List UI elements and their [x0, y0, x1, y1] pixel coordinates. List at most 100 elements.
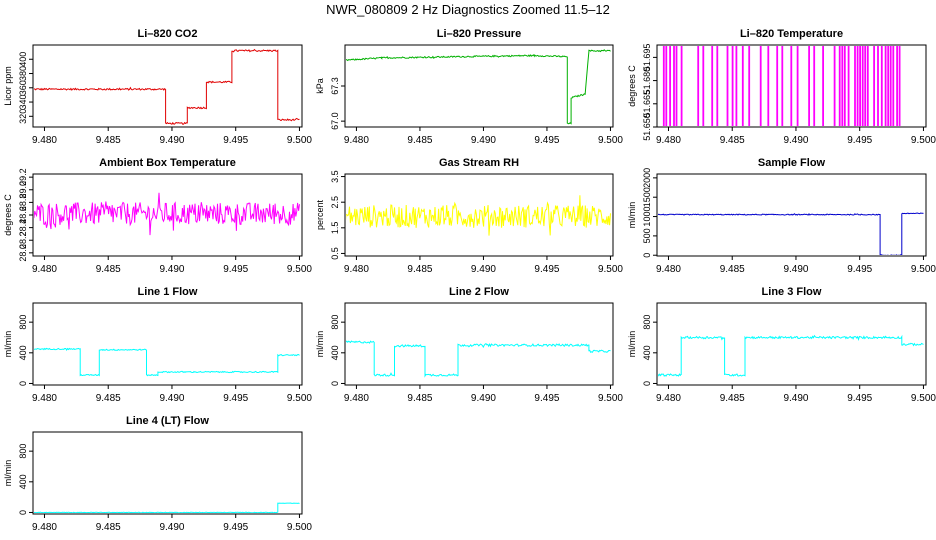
x-tick-label: 9.500	[598, 135, 623, 146]
y-tick-label: 29.2	[18, 168, 28, 186]
x-tick-label: 9.495	[534, 135, 559, 146]
chart-title: Gas Stream RH	[439, 157, 519, 169]
x-tick-label: 9.480	[32, 264, 57, 275]
chart-panel-6: Sample Flow 9.480 9.485 9.490 9.495 9.500 0 500…	[627, 157, 936, 275]
y-tick-label: 360	[18, 80, 28, 95]
chart-panel-9: Line 3 Flow 9.480 9.485 9.490 9.495 9.500 0 400…	[627, 286, 936, 404]
y-tick-label: 67.3	[330, 77, 340, 95]
series-line	[34, 192, 300, 236]
chart-panel-5: Gas Stream RH 9.480 9.485 9.490 9.495 9.500 0.…	[315, 157, 623, 275]
chart-panel-2: Li–820 Pressure 9.480 9.485 9.490 9.495 9.500…	[315, 28, 623, 146]
y-tick-label: 0	[18, 510, 28, 515]
series-line	[34, 48, 300, 125]
chart-title: Li–820 CO2	[138, 28, 198, 40]
y-tick-label: 380	[18, 66, 28, 81]
y-tick-label: 800	[18, 315, 28, 330]
x-tick-label: 9.485	[720, 264, 745, 275]
x-tick-label: 9.490	[783, 135, 808, 146]
x-tick-label: 9.490	[471, 264, 496, 275]
x-tick-label: 9.490	[783, 264, 808, 275]
x-tick-label: 9.480	[344, 135, 369, 146]
y-tick-label: 29.0	[18, 181, 28, 199]
series-line	[658, 212, 924, 255]
chart-panel-7: Line 1 Flow 9.480 9.485 9.490 9.495 9.500 0 400…	[3, 286, 312, 404]
series-line	[346, 340, 611, 378]
series-line	[34, 502, 300, 513]
chart-title: Line 3 Flow	[762, 286, 822, 298]
chart-title: Line 4 (LT) Flow	[126, 415, 209, 427]
chart-title: Line 1 Flow	[138, 286, 198, 298]
x-tick-label: 9.485	[720, 393, 745, 404]
chart-title: Li–820 Pressure	[437, 28, 521, 40]
x-tick-label: 9.485	[720, 135, 745, 146]
y-axis-label: ml/min	[627, 331, 637, 358]
plot-frame	[656, 44, 927, 128]
chart-title: Li–820 Temperature	[740, 28, 843, 40]
chart-panel-3: Li–820 Temperature 9.480 9.485 9.490 9.495 9.…	[627, 28, 936, 146]
series-line	[662, 46, 901, 126]
x-tick-label: 9.485	[407, 264, 432, 275]
y-tick-label: 3.5	[330, 170, 340, 183]
x-tick-label: 9.495	[534, 393, 559, 404]
chart-title: Line 2 Flow	[449, 286, 509, 298]
series-line	[346, 49, 611, 125]
x-tick-label: 9.495	[223, 264, 248, 275]
plot-frame	[32, 431, 303, 515]
y-tick-label: 28.0	[18, 244, 28, 262]
plot-frame	[32, 44, 303, 128]
x-tick-label: 9.490	[159, 264, 184, 275]
x-tick-label: 9.500	[911, 135, 936, 146]
chart-title: Sample Flow	[758, 157, 826, 169]
chart-title: Ambient Box Temperature	[99, 157, 236, 169]
x-tick-label: 9.480	[656, 264, 681, 275]
plot-frame	[656, 302, 927, 386]
series-line	[658, 334, 924, 377]
y-axis-label: ml/min	[3, 331, 13, 358]
y-tick-label: 2000	[642, 168, 652, 188]
x-tick-label: 9.500	[911, 393, 936, 404]
y-tick-label: 0	[642, 253, 652, 258]
x-tick-label: 9.490	[783, 393, 808, 404]
y-tick-label: 1.5	[330, 222, 340, 235]
plot-frame	[32, 302, 303, 386]
chart-panel-8: Line 2 Flow 9.480 9.485 9.490 9.495 9.500 0 400…	[315, 286, 623, 404]
y-tick-label: 400	[18, 52, 28, 67]
x-tick-label: 9.480	[32, 522, 57, 533]
x-tick-label: 9.480	[32, 135, 57, 146]
x-tick-label: 9.495	[223, 522, 248, 533]
y-tick-label: 400	[642, 345, 652, 360]
x-tick-label: 9.495	[223, 393, 248, 404]
chart-panel-4: Ambient Box Temperature 9.480 9.485 9.490 9.…	[3, 157, 312, 275]
series-line	[346, 195, 611, 236]
x-tick-label: 9.495	[847, 393, 872, 404]
x-tick-label: 9.480	[656, 135, 681, 146]
chart-panel-10: Line 4 (LT) Flow 9.480 9.485 9.490 9.495 9.50…	[3, 415, 312, 533]
plot-frame	[344, 173, 614, 257]
y-tick-label: 800	[642, 315, 652, 330]
x-tick-label: 9.490	[159, 522, 184, 533]
x-tick-label: 9.485	[407, 135, 432, 146]
y-tick-label: 51.695	[642, 44, 652, 72]
x-tick-label: 9.500	[287, 135, 312, 146]
chart-panel-1: Li–820 CO2 9.480 9.485 9.490 9.495 9.500 32034…	[3, 28, 312, 146]
x-tick-label: 9.485	[96, 393, 121, 404]
x-tick-label: 9.480	[344, 393, 369, 404]
y-tick-label: 67.0	[330, 112, 340, 130]
y-tick-label: 51.650	[642, 113, 652, 141]
y-axis-label: percent	[315, 199, 325, 230]
x-tick-label: 9.485	[96, 264, 121, 275]
x-tick-label: 9.490	[159, 135, 184, 146]
y-tick-label: 2.5	[330, 196, 340, 209]
x-tick-label: 9.485	[96, 522, 121, 533]
y-tick-label: 800	[330, 315, 340, 330]
x-tick-label: 9.485	[96, 135, 121, 146]
y-tick-label: 800	[18, 444, 28, 459]
x-tick-label: 9.500	[287, 264, 312, 275]
y-tick-label: 400	[18, 345, 28, 360]
y-tick-label: 400	[330, 345, 340, 360]
y-tick-label: 51.680	[642, 67, 652, 95]
x-tick-label: 9.480	[344, 264, 369, 275]
y-tick-label: 320	[18, 109, 28, 124]
x-tick-label: 9.495	[223, 135, 248, 146]
y-axis-label: ml/min	[3, 460, 13, 487]
